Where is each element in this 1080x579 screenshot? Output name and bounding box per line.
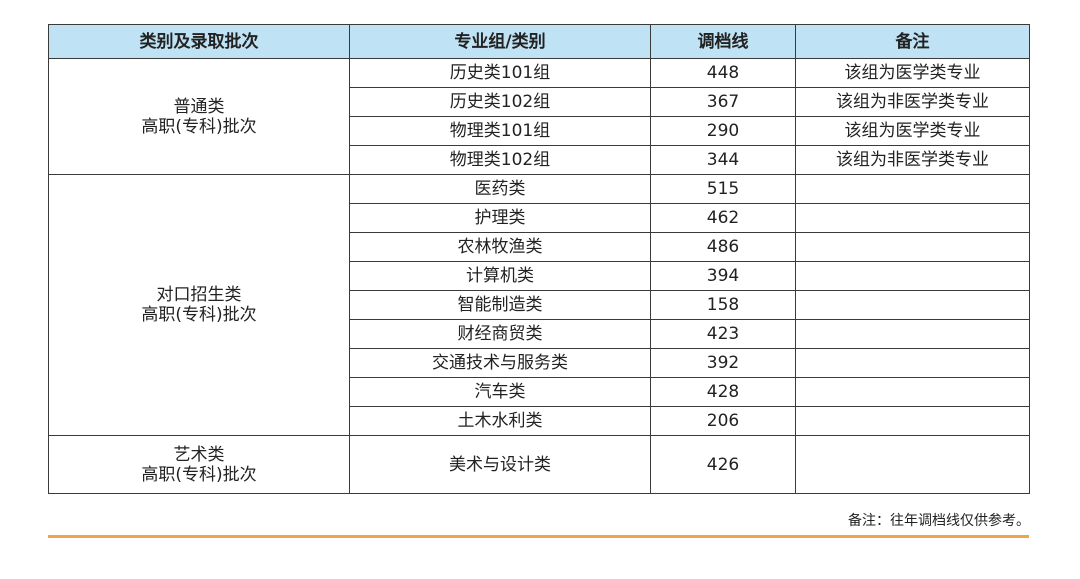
score-cell: 423 (650, 319, 796, 349)
category-cell: 财经商贸类 (349, 319, 651, 349)
group-cell: 普通类 高职(专科)批次 (48, 58, 350, 175)
table-row: 物理类102组 344 该组为非医学类专业 (49, 145, 1030, 175)
table-row: 农林牧渔类 486 (49, 232, 1030, 262)
category-cell: 医药类 (349, 174, 651, 204)
remark-cell (795, 203, 1030, 233)
remark-cell (795, 348, 1030, 378)
score-cell: 515 (650, 174, 796, 204)
group-label: 对口招生类 (156, 285, 242, 305)
score-cell: 392 (650, 348, 796, 378)
category-cell: 物理类102组 (349, 145, 651, 175)
column-header: 类别及录取批次 (48, 24, 350, 59)
table-row: 历史类102组 367 该组为非医学类专业 (49, 87, 1030, 117)
remark-cell (795, 261, 1030, 291)
table-row: 汽车类 428 (49, 377, 1030, 407)
score-cell: 290 (650, 116, 796, 146)
score-cell: 462 (650, 203, 796, 233)
remark-cell (795, 232, 1030, 262)
remark-cell: 该组为非医学类专业 (795, 145, 1030, 175)
divider (48, 535, 1029, 538)
column-header: 备注 (795, 24, 1030, 59)
remark-cell (795, 406, 1030, 436)
table-row: 对口招生类 高职(专科)批次 医药类 515 (48, 174, 1030, 436)
category-cell: 智能制造类 (349, 290, 651, 320)
score-cell: 158 (650, 290, 796, 320)
header-row: 类别及录取批次 专业组/类别 调档线 备注 (48, 24, 1030, 59)
category-cell: 物理类101组 (349, 116, 651, 146)
remark-cell (795, 174, 1030, 204)
group-cell: 艺术类 高职(专科)批次 (48, 435, 350, 494)
score-cell: 344 (650, 145, 796, 175)
group-label: 高职(专科)批次 (141, 305, 257, 325)
remark-cell: 该组为医学类专业 (795, 58, 1030, 88)
score-cell: 367 (650, 87, 796, 117)
remark-cell (795, 435, 1030, 494)
score-cell: 448 (650, 58, 796, 88)
group-label: 高职(专科)批次 (141, 464, 257, 485)
category-cell: 美术与设计类 (349, 435, 651, 494)
score-cell: 206 (650, 406, 796, 436)
category-cell: 土木水利类 (349, 406, 651, 436)
group-label: 高职(专科)批次 (141, 116, 257, 137)
score-table: 类别及录取批次 专业组/类别 调档线 备注 普通类 高职(专科)批次 历史类101组 448… (48, 24, 1030, 494)
column-header: 专业组/类别 (349, 24, 651, 59)
group-label: 艺术类 (173, 444, 225, 465)
group-label: 普通类 (173, 96, 225, 117)
category-cell: 历史类102组 (349, 87, 651, 117)
remark-cell (795, 290, 1030, 320)
table-row: 护理类 462 (49, 203, 1030, 233)
score-cell: 394 (650, 261, 796, 291)
category-cell: 历史类101组 (349, 58, 651, 88)
group-cell: 对口招生类 高职(专科)批次 (48, 174, 350, 436)
table-row: 普通类 高职(专科)批次 历史类101组 448 该组为医学类专业 (48, 58, 1030, 175)
category-cell: 护理类 (349, 203, 651, 233)
score-cell: 426 (650, 435, 796, 494)
category-cell: 农林牧渔类 (349, 232, 651, 262)
remark-cell: 该组为非医学类专业 (795, 87, 1030, 117)
remark-cell (795, 319, 1030, 349)
column-header: 调档线 (650, 24, 796, 59)
remark-cell: 该组为医学类专业 (795, 116, 1030, 146)
remark-cell (795, 377, 1030, 407)
category-cell: 交通技术与服务类 (349, 348, 651, 378)
table-row: 物理类101组 290 该组为医学类专业 (49, 116, 1030, 146)
category-cell: 汽车类 (349, 377, 651, 407)
table-row: 智能制造类 158 (49, 290, 1030, 320)
table-body: 普通类 高职(专科)批次 历史类101组 448 该组为医学类专业 历史类102组 367 该… (48, 58, 1030, 494)
score-cell: 486 (650, 232, 796, 262)
score-cell: 428 (650, 377, 796, 407)
table-row: 艺术类 高职(专科)批次 美术与设计类 426 (48, 435, 1030, 494)
footnote: 备注：往年调档线仅供参考。 (848, 513, 1030, 529)
table-row: 财经商贸类 423 (49, 319, 1030, 349)
category-cell: 计算机类 (349, 261, 651, 291)
